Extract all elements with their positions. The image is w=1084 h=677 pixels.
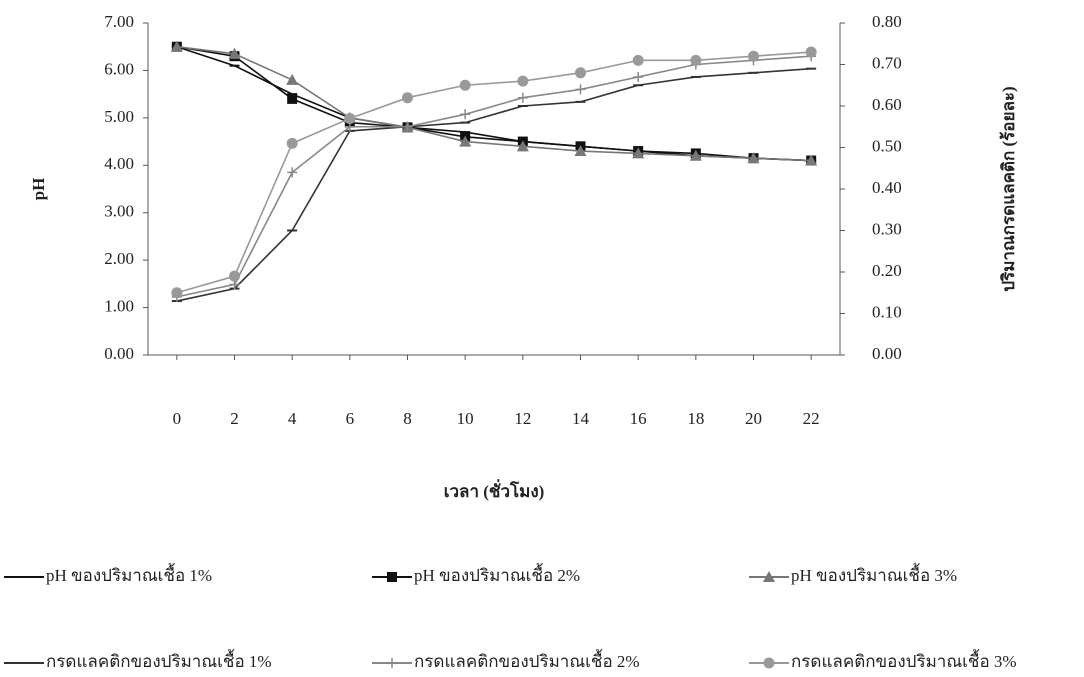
marker [518, 93, 528, 103]
marker [287, 94, 297, 104]
x-tick-label: 2 [230, 409, 239, 428]
marker [286, 74, 298, 85]
x-tick-label: 18 [687, 409, 704, 428]
y2-tick-label: 0.70 [872, 53, 902, 72]
y-tick-label: 5.00 [104, 107, 134, 126]
y2-tick-label: 0.60 [872, 95, 902, 114]
x-tick-label: 8 [403, 409, 412, 428]
y-tick-label: 2.00 [104, 249, 134, 268]
x-tick-label: 20 [745, 409, 762, 428]
y2-tick-label: 0.30 [872, 219, 902, 238]
legend-label: กรดแลคติกของปริมาณเชื้อ 1% [46, 649, 272, 671]
marker [575, 67, 586, 78]
marker [460, 109, 470, 119]
legend-label: กรดแลคติกของปริมาณเชื้อ 3% [791, 649, 1017, 671]
marker [748, 51, 759, 62]
marker [387, 658, 397, 668]
y-tick-label: 1.00 [104, 296, 134, 315]
y2-tick-label: 0.00 [872, 344, 902, 363]
marker [764, 658, 775, 669]
marker [387, 572, 397, 582]
x-tick-label: 16 [630, 409, 647, 428]
marker [633, 72, 643, 82]
x-tick-label: 12 [514, 409, 531, 428]
marker [460, 80, 471, 91]
x-tick-label: 0 [173, 409, 182, 428]
x-axis-label: เวลา (ชั่วโมง) [444, 479, 545, 501]
marker [806, 47, 817, 58]
marker [287, 138, 298, 149]
x-tick-label: 4 [288, 409, 297, 428]
legend-label: pH ของปริมาณเชื้อ 1% [46, 563, 212, 585]
marker [402, 92, 413, 103]
x-tick-label: 14 [572, 409, 590, 428]
y-tick-label: 4.00 [104, 154, 134, 173]
marker [517, 76, 528, 87]
y-tick-label: 7.00 [104, 12, 134, 31]
y2-tick-label: 0.80 [872, 12, 902, 31]
y2-tick-label: 0.40 [872, 178, 902, 197]
legend-label: pH ของปริมาณเชื้อ 3% [791, 563, 957, 585]
marker [690, 55, 701, 66]
marker [171, 287, 182, 298]
marker [344, 113, 355, 124]
legend-label: กรดแลคติกของปริมาณเชื้อ 2% [414, 649, 640, 671]
y2-axis-label: ปริมาณกรดแลคติก (ร้อยละ) [999, 86, 1018, 291]
marker [633, 55, 644, 66]
x-tick-label: 10 [457, 409, 474, 428]
marker [229, 271, 240, 282]
y-tick-label: 0.00 [104, 344, 134, 363]
y-tick-label: 6.00 [104, 59, 134, 78]
marker [576, 84, 586, 94]
chart: pH ปริมาณกรดแลคติก (ร้อยละ) เวลา (ชั่วโม… [0, 0, 1084, 677]
legend-label: pH ของปริมาณเชื้อ 2% [414, 563, 580, 585]
series-line [177, 69, 811, 301]
y2-tick-label: 0.10 [872, 302, 902, 321]
y2-tick-label: 0.50 [872, 136, 902, 155]
series-line [177, 52, 811, 293]
x-tick-label: 6 [346, 409, 355, 428]
y-tick-label: 3.00 [104, 202, 134, 221]
series-line [177, 56, 811, 297]
y-axis-label: pH [29, 178, 48, 201]
x-tick-label: 22 [803, 409, 820, 428]
y2-tick-label: 0.20 [872, 261, 902, 280]
